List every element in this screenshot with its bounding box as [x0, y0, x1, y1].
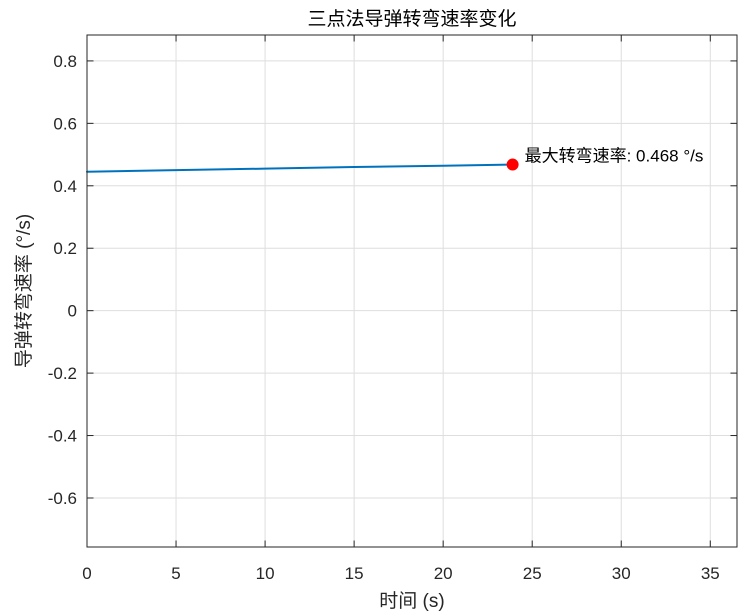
x-tick-label: 15: [345, 564, 364, 583]
x-tick-label: 35: [701, 564, 720, 583]
x-tick-label: 0: [82, 564, 91, 583]
x-tick-label: 25: [523, 564, 542, 583]
y-tick-label: -0.4: [48, 427, 77, 446]
max-point-marker: [506, 158, 519, 171]
y-tick-label: -0.6: [48, 489, 77, 508]
y-axis-label: 导弹转弯速率 (°/s): [13, 214, 35, 368]
y-tick-label: 0: [68, 302, 77, 321]
x-tick-label: 30: [612, 564, 631, 583]
y-tick-label: 0.4: [53, 177, 77, 196]
y-tick-label: 0.2: [53, 239, 77, 258]
x-tick-label: 10: [256, 564, 275, 583]
y-tick-label: 0.6: [53, 114, 77, 133]
series-line: [86, 163, 514, 173]
series-layer: [86, 163, 514, 173]
marker-layer: [506, 158, 519, 171]
axes-box: [86, 34, 738, 548]
y-tick-label: 0.8: [53, 52, 77, 71]
y-tick-label: -0.2: [48, 364, 77, 383]
max-annotation: 最大转弯速率: 0.468 °/s: [525, 147, 704, 166]
x-tick-label: 5: [171, 564, 180, 583]
grid-lines: [86, 35, 737, 547]
x-tick-labels: 0 5 10 15 20 25 30 35: [82, 564, 719, 583]
x-tick-label: 20: [434, 564, 453, 583]
plot-area: [87, 35, 737, 547]
y-tick-labels: -0.6 -0.4 -0.2 0 0.2 0.4 0.6 0.8: [48, 52, 77, 508]
x-axis-label: 时间 (s): [379, 590, 444, 612]
chart-title: 三点法导弹转弯速率变化: [307, 8, 516, 30]
tick-marks: [86, 35, 737, 547]
